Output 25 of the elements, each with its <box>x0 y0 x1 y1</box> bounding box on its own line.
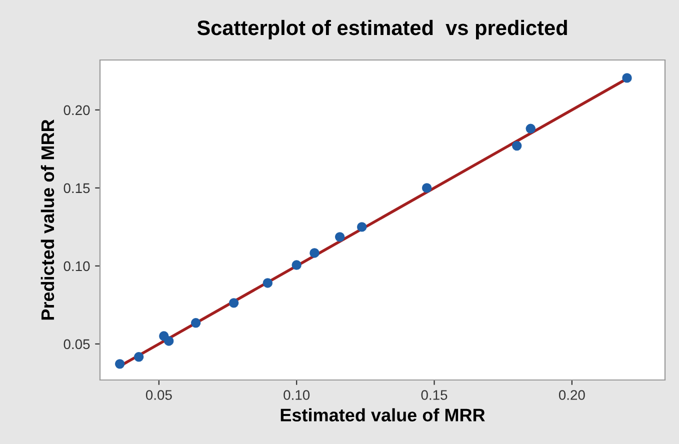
y-tick-label: 0.15 <box>64 183 90 194</box>
point <box>356 222 367 232</box>
point <box>512 140 522 151</box>
chart-title: Scatterplot of estimated vs predicted <box>197 20 567 40</box>
point <box>292 260 302 270</box>
y-tick-label: 0.20 <box>64 105 90 116</box>
point <box>190 318 201 328</box>
x-tick-label: 0.15 <box>421 390 448 400</box>
y-axis-title: Predicted value of MRR <box>40 120 54 320</box>
point <box>114 359 125 369</box>
x-tick-label: 0.10 <box>284 390 310 400</box>
point <box>422 183 432 193</box>
x-axis-title: Estimated value of MRR <box>280 408 485 422</box>
point <box>134 352 144 362</box>
point <box>622 73 632 83</box>
point <box>228 298 239 308</box>
point <box>334 232 345 242</box>
y-tick-label: 0.10 <box>64 261 90 272</box>
x-tick-label: 0.05 <box>146 390 172 400</box>
point <box>262 278 273 288</box>
point <box>164 336 174 346</box>
point <box>526 124 536 134</box>
x-tick-label: 0.20 <box>558 390 585 400</box>
point <box>310 248 320 258</box>
y-tick-label: 0.05 <box>64 339 90 350</box>
